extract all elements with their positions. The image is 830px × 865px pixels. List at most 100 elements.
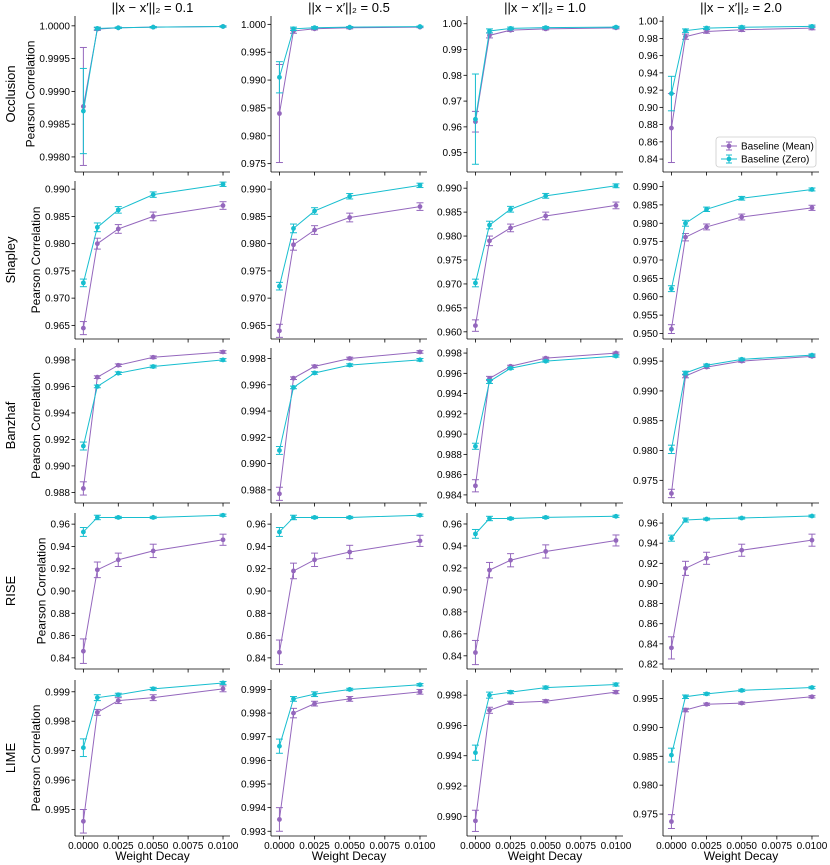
data-point bbox=[487, 516, 492, 521]
data-point bbox=[80, 325, 86, 331]
series-line-mean bbox=[474, 204, 617, 326]
data-point bbox=[613, 24, 619, 30]
series-mean bbox=[471, 689, 620, 832]
series-zero bbox=[79, 181, 227, 288]
row-label-banzhaf: Banzhaf bbox=[3, 401, 18, 449]
data-point bbox=[220, 357, 226, 363]
data-point bbox=[613, 203, 619, 208]
data-point bbox=[508, 516, 513, 521]
x-tick-label: 0.0000 bbox=[264, 841, 295, 852]
series-line-mean bbox=[278, 26, 420, 114]
y-tick-label: 0.84 bbox=[443, 651, 463, 662]
data-point bbox=[115, 207, 121, 213]
data-point bbox=[739, 547, 745, 553]
data-point bbox=[417, 357, 423, 363]
y-tick-label: 1.000 bbox=[241, 20, 266, 31]
y-tick-label: 0.92 bbox=[639, 86, 659, 97]
data-point bbox=[739, 214, 745, 220]
y-tick-label: 0.965 bbox=[437, 303, 462, 314]
series-mean bbox=[471, 201, 620, 332]
y-axis-label: Pearson Correlation bbox=[29, 372, 43, 479]
y-tick-label: 0.970 bbox=[633, 256, 658, 267]
y-tick-label: 0.992 bbox=[45, 435, 70, 446]
y-tick-label: 0.998 bbox=[45, 355, 70, 366]
x-tick-label: 0.0075 bbox=[173, 841, 204, 852]
data-point bbox=[150, 354, 156, 360]
y-tick-label: 0.88 bbox=[639, 120, 659, 131]
data-point bbox=[277, 74, 282, 80]
panel-occlusion-col2: 0.975 0.980 0.985 0.990 0.995 1.000 bbox=[241, 16, 427, 176]
data-point bbox=[291, 226, 296, 231]
data-point bbox=[487, 707, 492, 713]
y-tick-label: 0.92 bbox=[51, 564, 71, 575]
data-point bbox=[80, 443, 86, 449]
series-line-zero bbox=[670, 687, 812, 756]
y-tick-label: 0.97 bbox=[443, 97, 463, 108]
data-point bbox=[683, 28, 688, 34]
series-mean bbox=[667, 353, 816, 499]
data-point bbox=[704, 701, 709, 707]
x-tick-label: 0.0100 bbox=[405, 841, 436, 852]
data-point bbox=[417, 182, 423, 188]
data-point bbox=[115, 698, 121, 704]
series-zero bbox=[79, 357, 227, 451]
data-point bbox=[613, 682, 619, 687]
series-line-zero bbox=[670, 188, 813, 289]
panel-lime-col1: 0.995 0.996 0.997 0.998 0.999 0.0000 0.0025 0.0… bbox=[29, 680, 239, 863]
data-point bbox=[417, 682, 423, 688]
data-point bbox=[150, 214, 156, 219]
y-tick-label: 0.92 bbox=[443, 563, 463, 574]
data-point bbox=[473, 818, 478, 824]
y-tick-label: 0.992 bbox=[437, 409, 462, 420]
series-mean bbox=[79, 533, 227, 664]
y-tick-label: 0.998 bbox=[241, 354, 266, 365]
y-tick-label: 0.96 bbox=[639, 51, 659, 62]
y-tick-label: 0.990 bbox=[45, 185, 70, 196]
data-point bbox=[739, 515, 745, 521]
y-tick-label: 0.92 bbox=[247, 564, 267, 575]
y-tick-label: 0.994 bbox=[241, 407, 266, 418]
y-tick-label: 0.88 bbox=[443, 607, 463, 618]
data-point bbox=[683, 234, 688, 240]
data-point bbox=[487, 28, 492, 34]
data-point bbox=[312, 370, 317, 376]
series-mean bbox=[79, 349, 227, 496]
series-zero bbox=[667, 685, 816, 763]
y-tick-label: 0.88 bbox=[639, 599, 659, 610]
y-tick-label: 0.984 bbox=[437, 490, 462, 501]
y-tick-label: 0.970 bbox=[45, 294, 70, 305]
panel-rise-col3: 0.84 0.86 0.88 0.90 0.92 0.94 0.96 bbox=[443, 513, 623, 673]
data-point bbox=[473, 650, 478, 655]
x-tick-label: 0.0075 bbox=[370, 841, 401, 852]
y-tick-label: 0.988 bbox=[241, 485, 266, 496]
data-point bbox=[150, 515, 156, 520]
data-point bbox=[291, 375, 296, 381]
data-point bbox=[347, 687, 353, 692]
x-tick-label: 0.0050 bbox=[530, 841, 561, 852]
data-point bbox=[220, 181, 226, 187]
x-tick-label: 0.0050 bbox=[138, 841, 169, 852]
y-tick-label: 0.965 bbox=[45, 321, 70, 332]
series-line-mean bbox=[278, 691, 421, 820]
y-tick-label: 1.0000 bbox=[39, 21, 70, 32]
series-mean bbox=[275, 24, 424, 164]
data-point bbox=[347, 696, 353, 702]
y-tick-label: 0.999 bbox=[241, 685, 266, 696]
panel-occlusion-col3: 0.95 0.96 0.97 0.98 0.99 1.00 bbox=[443, 16, 623, 176]
series-line-zero bbox=[474, 355, 617, 447]
series-zero bbox=[79, 680, 227, 758]
series-zero bbox=[471, 353, 620, 450]
y-tick-label: 0.980 bbox=[45, 239, 70, 250]
data-point bbox=[473, 116, 478, 122]
series-zero bbox=[667, 23, 816, 112]
data-point bbox=[291, 696, 296, 702]
y-tick-label: 0.996 bbox=[45, 382, 70, 393]
data-point bbox=[80, 486, 86, 491]
data-point bbox=[487, 379, 492, 384]
data-point bbox=[543, 358, 549, 364]
series-zero bbox=[79, 24, 227, 155]
y-tick-label: 0.998 bbox=[437, 349, 462, 360]
series-line-zero bbox=[474, 185, 617, 284]
data-point bbox=[312, 691, 317, 697]
y-tick-label: 0.84 bbox=[639, 155, 659, 166]
